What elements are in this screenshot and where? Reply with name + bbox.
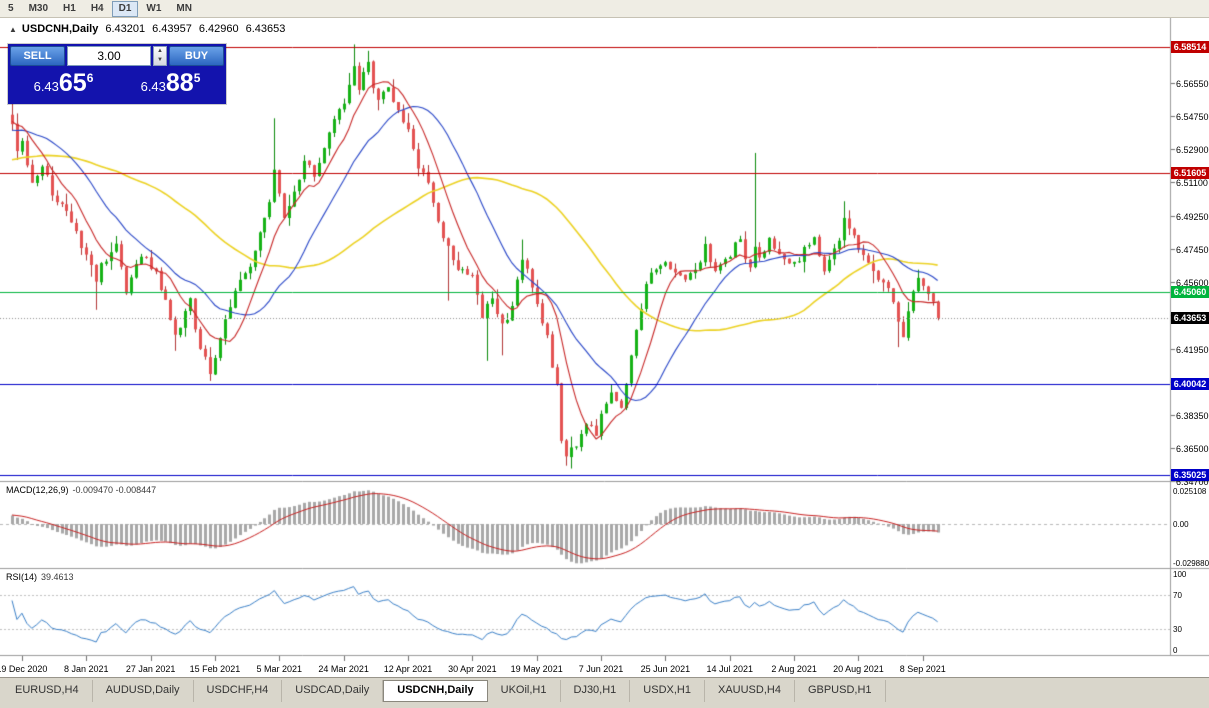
chart-tab-usdchf[interactable]: USDCHF,H4 bbox=[194, 680, 283, 702]
buy-price-point: 5 bbox=[193, 71, 201, 85]
timeframe-button-mn[interactable]: MN bbox=[176, 2, 192, 14]
buy-price-pips: 88 bbox=[165, 69, 194, 97]
one-click-trade-panel: SELL 3.00 ▲ ▼ BUY 6.43656 6.43885 bbox=[8, 44, 226, 104]
sell-price-prefix: 6.43 bbox=[33, 79, 59, 94]
buy-price[interactable]: 6.43885 bbox=[117, 66, 224, 102]
chart-tab-xauusd[interactable]: XAUUSD,H4 bbox=[705, 680, 795, 702]
caret-down-icon: ▼ bbox=[157, 57, 163, 63]
sell-price[interactable]: 6.43656 bbox=[10, 66, 117, 102]
timeframe-toolbar: 5 M30 H1 H4 D1 W1 MN bbox=[0, 0, 1209, 18]
buy-price-prefix: 6.43 bbox=[140, 79, 166, 94]
volume-input[interactable]: 3.00 bbox=[67, 46, 151, 66]
ohlc-low: 6.42960 bbox=[198, 23, 239, 35]
ohlc-close: 6.43653 bbox=[245, 23, 286, 35]
caret-up-icon: ▲ bbox=[157, 48, 163, 54]
chart-tab-gbpusd[interactable]: GBPUSD,H1 bbox=[795, 680, 886, 702]
sell-price-pips: 65 bbox=[58, 69, 87, 97]
chart-tab-dj30[interactable]: DJ30,H1 bbox=[561, 680, 631, 702]
volume-spinner: ▲ ▼ bbox=[153, 46, 167, 66]
volume-increase-button[interactable]: ▲ bbox=[154, 47, 166, 56]
chart-tab-ukoil[interactable]: UKOil,H1 bbox=[488, 680, 561, 702]
timeframe-button-w1[interactable]: W1 bbox=[146, 2, 162, 14]
chart-tab-usdx[interactable]: USDX,H1 bbox=[630, 680, 705, 702]
one-click-toggle-icon[interactable]: ▲ bbox=[9, 24, 17, 34]
sell-price-point: 6 bbox=[86, 71, 94, 85]
chart-tab-usdcad[interactable]: USDCAD,Daily bbox=[282, 680, 384, 702]
chart-tab-bar: EURUSD,H4 AUDUSD,Daily USDCHF,H4 USDCAD,Dai… bbox=[0, 677, 1209, 708]
timeframe-button-h4[interactable]: H4 bbox=[90, 2, 104, 14]
chart-tab-eurusd[interactable]: EURUSD,H4 bbox=[2, 680, 93, 702]
buy-button[interactable]: BUY bbox=[169, 46, 224, 66]
timeframe-button-d1[interactable]: D1 bbox=[111, 0, 139, 17]
chart-symbol: USDCNH,Daily bbox=[21, 23, 99, 35]
ohlc-open: 6.43201 bbox=[105, 23, 146, 35]
volume-decrease-button[interactable]: ▼ bbox=[154, 56, 166, 65]
chart-tab-audusd[interactable]: AUDUSD,Daily bbox=[93, 680, 194, 702]
sell-button[interactable]: SELL bbox=[10, 46, 65, 66]
ohlc-high: 6.43957 bbox=[152, 23, 192, 35]
chart-tab-usdcnh[interactable]: USDCNH,Daily bbox=[383, 680, 488, 702]
timeframe-button-5[interactable]: 5 bbox=[8, 2, 14, 14]
timeframe-button-m30[interactable]: M30 bbox=[28, 2, 49, 14]
chart-title: ▲ USDCNH,Daily 6.43201 6.43957 6.42960 6… bbox=[9, 23, 285, 35]
chart-tabs: EURUSD,H4 AUDUSD,Daily USDCHF,H4 USDCAD,Dai… bbox=[0, 678, 1209, 702]
timeframe-button-h1[interactable]: H1 bbox=[63, 2, 76, 14]
chart-canvas[interactable] bbox=[0, 18, 1209, 677]
